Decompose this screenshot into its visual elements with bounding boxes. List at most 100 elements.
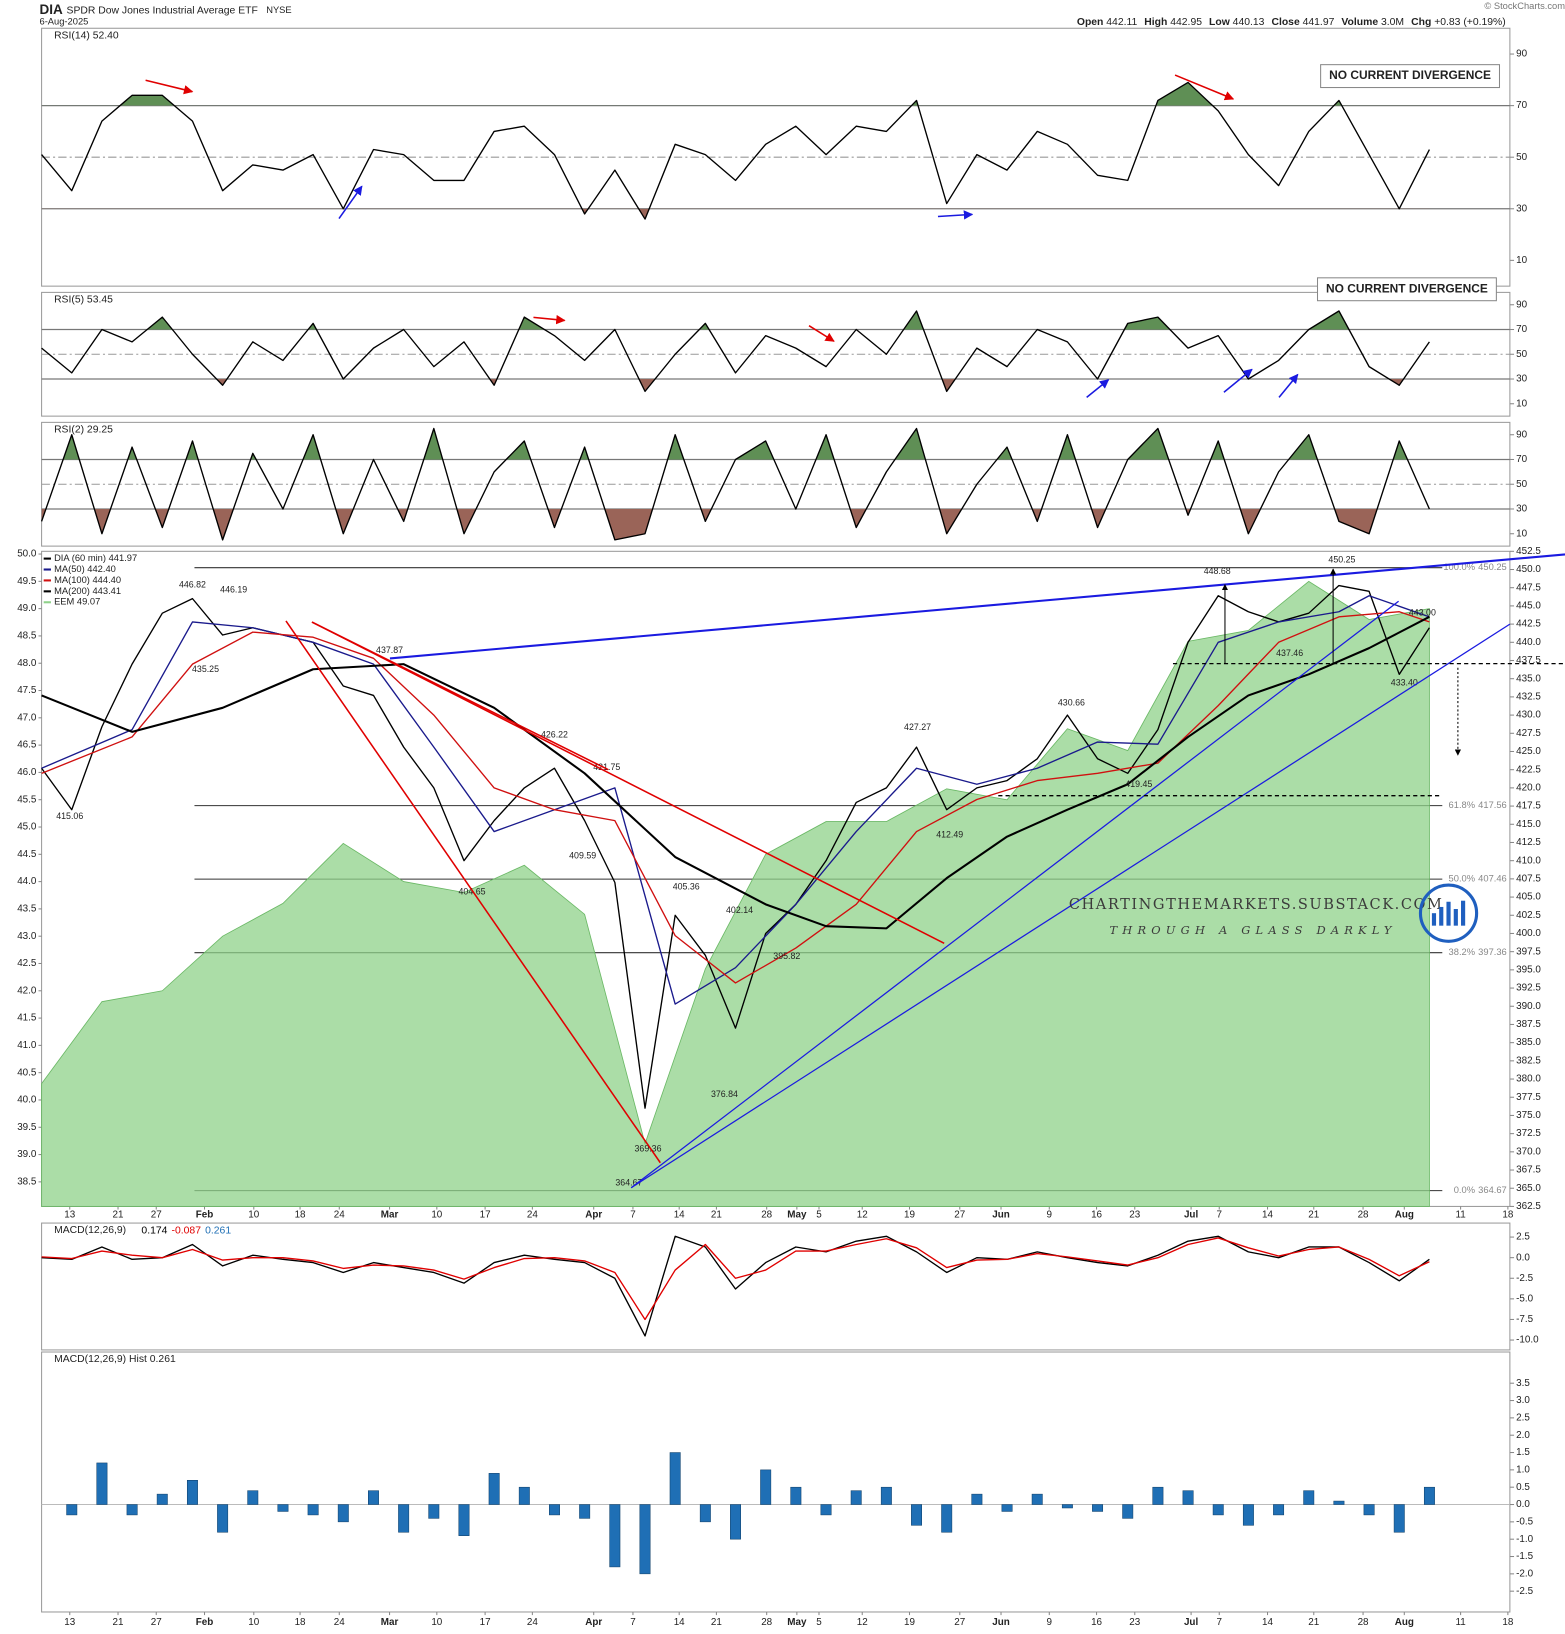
price-label: 427.27 xyxy=(904,722,931,732)
y-tick-label: 397.5 xyxy=(1516,946,1541,957)
bar xyxy=(1092,1504,1104,1512)
x-tick-label: Jul xyxy=(1184,1617,1199,1628)
x-tick-label: Aug xyxy=(1395,1617,1414,1628)
x-tick-label: 24 xyxy=(334,1617,345,1628)
bar xyxy=(307,1504,319,1516)
x-tick-label: 24 xyxy=(334,1209,345,1220)
x-tick-label: May xyxy=(787,1617,807,1628)
bar xyxy=(609,1504,621,1568)
x-tick-label: 10 xyxy=(431,1617,442,1628)
line xyxy=(41,595,1430,1005)
quote-line: Open 442.11 High 442.95 Low 440.13 Close… xyxy=(1077,17,1506,28)
y-tick-label: 382.5 xyxy=(1516,1055,1541,1066)
bar xyxy=(1031,1493,1043,1505)
y-tick-label: 70 xyxy=(1516,454,1527,465)
x-tick-label: 17 xyxy=(480,1617,491,1628)
y-tick-label: 370.0 xyxy=(1516,1146,1541,1157)
panel-title: MACD(12,26,9) xyxy=(54,1225,126,1236)
trendline xyxy=(630,600,1400,1189)
panel: 2.5 0.0 -2.5 -5.0 -7.5 -10.0 MACD(12,26,9) 0.17… xyxy=(41,1222,1539,1351)
bar xyxy=(549,1504,560,1516)
x-tick-label: 23 xyxy=(1129,1617,1140,1628)
legend-entry: DIA (60 min) 441.97 xyxy=(54,553,137,563)
y-tick-label: 10 xyxy=(1516,398,1527,409)
bar xyxy=(760,1469,772,1505)
x-tick-label: Jul xyxy=(1184,1209,1199,1220)
fib-label: 0.0% 364.67 xyxy=(1454,1186,1507,1196)
fib-label: 38.2% 397.36 xyxy=(1449,948,1507,958)
x-tick-label: Jun xyxy=(992,1209,1010,1220)
x-tick-label: 7 xyxy=(630,1617,635,1628)
price-label: 437.46 xyxy=(1276,648,1303,658)
x-tick-label: 27 xyxy=(151,1209,162,1220)
y-tick-label: 1.0 xyxy=(1516,1464,1530,1475)
panel: 10 30 50 70 90 RSI(14) 52.40 NO CURRENT DIVERG… xyxy=(41,27,1528,287)
y-tick-label: 422.5 xyxy=(1516,764,1541,775)
y-tick-label: -2.5 xyxy=(1516,1586,1534,1597)
y-tick-label: 50 xyxy=(1516,152,1527,163)
x-tick-label: 9 xyxy=(1047,1617,1053,1628)
fib-label: 50.0% 407.46 xyxy=(1449,874,1507,884)
bar xyxy=(1393,1504,1405,1533)
price-label: 395.82 xyxy=(773,951,800,961)
y-tick-label: 3.5 xyxy=(1516,1378,1530,1389)
x-tick-label: 19 xyxy=(904,1209,915,1220)
fib-price: 417.56 xyxy=(1478,801,1507,811)
panel-title: MACD(12,26,9) Hist 0.261 xyxy=(54,1354,176,1365)
x-tick-label: 7 xyxy=(1217,1209,1222,1220)
y-tick-label: 442.5 xyxy=(1516,619,1541,630)
bar xyxy=(488,1473,500,1505)
bar xyxy=(1273,1504,1285,1516)
x-tick-label: 18 xyxy=(295,1209,306,1220)
x-tick-label: 21 xyxy=(1308,1617,1319,1628)
y2-tick-label: 41.5 xyxy=(17,1013,37,1024)
x-tick-label: 28 xyxy=(761,1617,772,1628)
line xyxy=(41,611,1430,984)
x-tick-label: Apr xyxy=(585,1209,602,1220)
y-tick-label: 30 xyxy=(1516,504,1527,515)
y2-tick-label: 43.0 xyxy=(17,931,37,942)
x-tick-label: 13 xyxy=(64,1209,75,1220)
y2-tick-label: 46.5 xyxy=(17,740,37,751)
x-tick-label: 10 xyxy=(248,1617,259,1628)
y2-tick-label: 47.5 xyxy=(17,685,37,696)
x-tick-label: 12 xyxy=(857,1617,868,1628)
price-label: 433.40 xyxy=(1391,677,1418,687)
divergence-arrow xyxy=(1174,74,1235,101)
high-label: High xyxy=(1144,17,1167,28)
x-tick-label: 17 xyxy=(480,1209,491,1220)
y-tick-label: 392.5 xyxy=(1516,983,1541,994)
bar xyxy=(368,1490,379,1505)
line xyxy=(41,81,1431,220)
bar xyxy=(790,1486,802,1505)
y-tick-label: 385.0 xyxy=(1516,1037,1541,1048)
y-tick-label: -2.0 xyxy=(1516,1568,1534,1579)
open-label: Open xyxy=(1077,17,1104,28)
divergence-arrow xyxy=(1278,373,1299,398)
price-label: 419.45 xyxy=(1125,779,1152,789)
fib-price: 450.25 xyxy=(1478,563,1507,573)
y-tick-label: 2.5 xyxy=(1516,1232,1530,1243)
price-label: 448.68 xyxy=(1204,566,1231,576)
y-tick-label: 367.5 xyxy=(1516,1165,1541,1176)
copyright: © StockCharts.com xyxy=(1484,1,1565,11)
y2-tick-label: 44.5 xyxy=(17,849,37,860)
y-tick-label: 402.5 xyxy=(1516,910,1541,921)
bar xyxy=(579,1504,591,1519)
y-tick-label: 50 xyxy=(1516,349,1527,360)
y-tick-label: 90 xyxy=(1516,299,1527,310)
y-tick-label: 407.5 xyxy=(1516,873,1541,884)
y-tick-label: 70 xyxy=(1516,324,1527,335)
price-label: 421.75 xyxy=(593,762,620,772)
watermark-logo xyxy=(1418,883,1479,943)
y-tick-label: -5.0 xyxy=(1516,1293,1534,1304)
price-label: 450.25 xyxy=(1328,555,1355,565)
y-tick-label: 447.5 xyxy=(1516,582,1541,593)
divergence-arrow xyxy=(1223,368,1253,393)
bar xyxy=(1303,1490,1315,1505)
x-tick-label: 21 xyxy=(113,1209,124,1220)
y2-tick-label: 39.5 xyxy=(17,1122,37,1133)
y-tick-label: 427.5 xyxy=(1516,728,1541,739)
